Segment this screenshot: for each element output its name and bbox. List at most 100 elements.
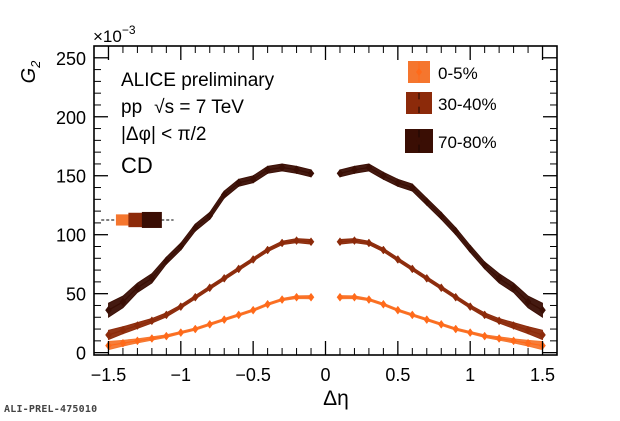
scale-box-0-5% (115, 214, 130, 226)
data-point-30-40% (148, 316, 156, 326)
data-point-30-40% (206, 283, 214, 293)
legend-label-0-5%: 0-5% (438, 64, 478, 83)
data-point-0-5% (264, 299, 271, 309)
y-scale-label: ×10−3 (93, 23, 136, 46)
data-point-30-40% (134, 321, 141, 330)
data-point-30-40% (293, 236, 300, 246)
legend: 0-5% 30-40% 70-80% (405, 61, 497, 153)
x-axis-title: Δη (323, 387, 349, 410)
annotation-experiment: ALICE preliminary (121, 70, 275, 91)
x-tick-label: 1 (465, 365, 475, 385)
legend-marker (416, 99, 422, 107)
data-point-0-5% (423, 315, 431, 325)
data-point-0-5% (510, 336, 517, 346)
data-point-0-5% (481, 331, 488, 341)
scale-box-70-80% (141, 211, 162, 228)
data-point-30-40% (105, 330, 112, 340)
data-point-70-80% (206, 211, 214, 221)
data-point-70-80% (423, 197, 431, 207)
y-scale-exponent: −3 (122, 23, 136, 37)
data-point-30-40% (249, 255, 257, 264)
x-tick-label: 0.5 (385, 365, 410, 385)
y-scale-base: ×10 (93, 27, 122, 46)
data-point-30-40% (437, 283, 445, 293)
data-point-0-5% (191, 324, 199, 334)
data-point-0-5% (278, 295, 286, 304)
data-point-30-40% (177, 302, 185, 312)
data-point-70-80% (452, 226, 460, 236)
figure-id: ALI-PREL-475010 (4, 404, 98, 415)
annotation-dphi-cut: |Δφ| < π/2 (121, 124, 207, 145)
data-point-70-80% (119, 297, 127, 307)
data-point-0-5% (437, 319, 445, 329)
data-point-70-80% (437, 211, 445, 221)
data-point-0-5% (452, 324, 460, 334)
data-point-0-5% (134, 336, 141, 346)
data-point-30-40% (539, 330, 546, 340)
data-point-70-80% (177, 242, 185, 251)
y-axis-title-main: G (18, 68, 40, 84)
data-point-70-80% (278, 163, 286, 172)
plot-area-border (93, 45, 558, 356)
data-point-30-40% (394, 255, 402, 264)
y-tick-label: 250 (56, 49, 86, 69)
y-tick-label: 150 (56, 167, 86, 187)
annotation-cd: CD (121, 153, 153, 178)
data-point-30-40% (119, 325, 127, 335)
data-point-70-80% (191, 223, 199, 233)
data-point-0-5% (206, 319, 214, 329)
data-point-70-80% (235, 178, 243, 188)
data-point-70-80% (510, 283, 517, 293)
data-point-0-5% (380, 299, 387, 309)
data-point-30-40% (466, 302, 474, 312)
annotation-block: ALICE preliminary pp √s = 7 TeV |Δφ| < π/… (121, 70, 275, 178)
data-point-70-80% (394, 178, 402, 188)
data-point-70-80% (307, 168, 315, 178)
data-point-70-80% (539, 305, 546, 315)
data-point-0-5% (466, 328, 474, 338)
x-tick-label: −1 (171, 365, 192, 385)
data-point-30-40% (220, 273, 228, 283)
data-point-0-5% (235, 310, 243, 320)
data-point-0-5% (307, 292, 315, 302)
y-axis-title: G2 (18, 60, 43, 84)
data-point-70-80% (105, 305, 112, 315)
data-point-0-5% (336, 292, 344, 302)
data-point-30-40% (191, 292, 199, 302)
annotation-energy: √s = 7 TeV (154, 97, 244, 118)
data-point-0-5% (220, 315, 228, 325)
data-point-30-40% (163, 310, 170, 320)
data-point-70-80% (264, 165, 271, 175)
data-point-70-80% (409, 183, 416, 192)
data-point-0-5% (177, 328, 185, 338)
data-point-70-80% (481, 260, 488, 270)
data-point-0-5% (495, 334, 503, 343)
data-point-30-40% (409, 264, 416, 274)
y-tick-label: 100 (56, 226, 86, 246)
data-point-70-80% (134, 283, 141, 293)
data-point-30-40% (481, 310, 488, 320)
x-tick-label: −1.5 (91, 365, 127, 385)
legend-label-70-80%: 70-80% (438, 133, 497, 152)
annotation-system: pp √s = 7 TeV (121, 97, 244, 118)
data-point-30-40% (524, 325, 532, 335)
data-point-70-80% (365, 163, 373, 172)
y-tick-label: 200 (56, 108, 86, 128)
data-point-70-80% (249, 174, 257, 184)
data-point-70-80% (220, 190, 228, 200)
data-point-30-40% (380, 245, 387, 255)
data-point-0-5% (365, 295, 373, 304)
data-point-70-80% (351, 165, 358, 175)
data-point-0-5% (249, 305, 257, 315)
data-point-30-40% (495, 316, 503, 326)
data-point-30-40% (423, 273, 431, 283)
data-point-70-80% (524, 297, 532, 307)
data-point-30-40% (264, 245, 271, 255)
data-point-0-5% (394, 305, 402, 315)
data-point-0-5% (119, 338, 127, 348)
y-tick-label: 0 (76, 344, 86, 364)
data-point-30-40% (365, 238, 373, 248)
data-point-70-80% (466, 244, 474, 254)
scale-uncertainty-indicator (101, 211, 174, 228)
